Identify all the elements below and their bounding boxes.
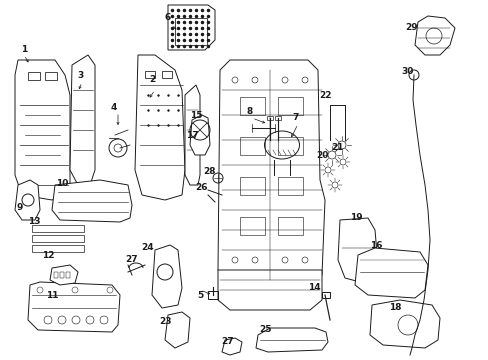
Text: 10: 10	[56, 180, 68, 189]
Polygon shape	[184, 85, 200, 185]
Bar	[145, 71, 155, 78]
Polygon shape	[218, 60, 325, 285]
Text: 18: 18	[388, 303, 401, 312]
Polygon shape	[28, 282, 120, 332]
Text: 13: 13	[28, 217, 40, 226]
Bar	[240, 137, 264, 155]
Polygon shape	[256, 328, 327, 352]
Text: 7: 7	[292, 113, 299, 122]
Text: 17: 17	[185, 130, 198, 139]
Bar	[60, 272, 64, 278]
Bar	[28, 72, 40, 80]
Bar	[32, 245, 84, 252]
Polygon shape	[414, 16, 454, 55]
Bar	[274, 116, 281, 120]
Bar	[278, 137, 303, 155]
Text: 9: 9	[17, 203, 23, 212]
Text: 4: 4	[111, 104, 117, 112]
Polygon shape	[50, 265, 78, 285]
Text: 8: 8	[246, 108, 253, 117]
Polygon shape	[354, 248, 427, 298]
Text: 21: 21	[331, 144, 344, 153]
Bar	[207, 291, 218, 299]
Text: 14: 14	[307, 284, 320, 292]
Text: 11: 11	[46, 291, 58, 300]
Bar	[266, 116, 272, 120]
Text: 27: 27	[221, 338, 234, 346]
Bar	[240, 217, 264, 235]
Text: 2: 2	[148, 76, 155, 85]
Bar	[54, 272, 58, 278]
Text: 26: 26	[195, 184, 208, 193]
Polygon shape	[52, 180, 132, 222]
Polygon shape	[15, 180, 40, 220]
Bar	[162, 71, 172, 78]
Text: 19: 19	[349, 213, 362, 222]
Bar	[32, 225, 84, 232]
Text: 15: 15	[189, 111, 202, 120]
Polygon shape	[218, 270, 321, 310]
Bar	[66, 272, 70, 278]
Text: 25: 25	[258, 325, 271, 334]
Bar	[32, 235, 84, 242]
Text: 30: 30	[401, 68, 413, 77]
Text: 1: 1	[21, 45, 27, 54]
Text: 24: 24	[142, 243, 154, 252]
Bar	[175, 18, 206, 45]
Polygon shape	[164, 312, 190, 348]
Text: 29: 29	[405, 23, 417, 32]
Bar	[240, 97, 264, 115]
Text: 27: 27	[125, 256, 138, 265]
Text: 5: 5	[197, 291, 203, 300]
Polygon shape	[337, 218, 377, 282]
Text: 28: 28	[203, 167, 216, 176]
Bar	[278, 177, 303, 195]
Polygon shape	[15, 60, 70, 200]
Polygon shape	[222, 338, 242, 355]
Text: 20: 20	[315, 150, 327, 159]
Polygon shape	[152, 245, 182, 308]
Bar	[321, 292, 329, 298]
Polygon shape	[190, 115, 209, 155]
Polygon shape	[168, 5, 215, 50]
Bar	[45, 72, 57, 80]
Text: 22: 22	[319, 90, 331, 99]
Text: 3: 3	[77, 71, 83, 80]
Text: 12: 12	[41, 251, 54, 260]
Polygon shape	[70, 55, 95, 185]
Text: 16: 16	[369, 242, 382, 251]
Text: 6: 6	[164, 13, 171, 22]
Bar	[278, 217, 303, 235]
Polygon shape	[135, 55, 184, 200]
Bar	[240, 177, 264, 195]
Bar	[278, 97, 303, 115]
Polygon shape	[369, 300, 439, 348]
Text: 23: 23	[159, 318, 171, 327]
